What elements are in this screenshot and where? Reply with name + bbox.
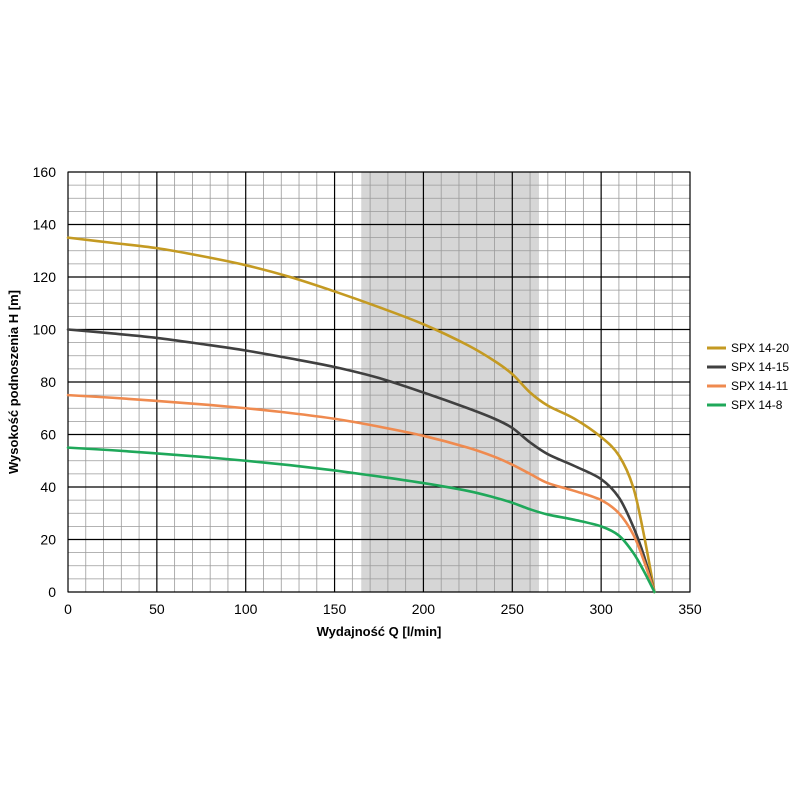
legend-label-spx-14-20: SPX 14-20 <box>731 341 789 355</box>
x-tick-label: 200 <box>412 601 436 617</box>
y-axis-tick-labels: 0 20 40 60 80 100 120 140 160 <box>33 164 57 600</box>
x-tick-label: 150 <box>323 601 347 617</box>
legend-label-spx-14-15: SPX 14-15 <box>731 360 789 374</box>
legend-label-spx-14-8: SPX 14-8 <box>731 398 783 412</box>
y-tick-label: 0 <box>48 584 56 600</box>
x-tick-label: 100 <box>234 601 258 617</box>
series-line-spx-14-8 <box>66 446 656 594</box>
x-tick-label: 300 <box>589 601 613 617</box>
x-tick-label: 350 <box>678 601 702 617</box>
y-tick-label: 140 <box>33 217 57 233</box>
y-tick-label: 120 <box>33 269 57 285</box>
x-tick-label: 50 <box>149 601 165 617</box>
x-tick-label: 250 <box>501 601 525 617</box>
x-axis-title: Wydajność Q [l/min] <box>317 624 442 639</box>
y-tick-label: 40 <box>40 479 56 495</box>
y-tick-label: 100 <box>33 322 57 338</box>
series-line-spx-14-15 <box>66 328 656 594</box>
y-tick-label: 160 <box>33 164 57 180</box>
series-lines <box>66 236 656 594</box>
x-axis-tick-labels: 0 50 100 150 200 250 300 350 <box>64 601 702 617</box>
plot-area-frame <box>67 171 691 593</box>
series-line-spx-14-11 <box>66 393 656 594</box>
y-tick-label: 20 <box>40 532 56 548</box>
x-tick-label: 0 <box>64 601 72 617</box>
y-tick-label: 60 <box>40 427 56 443</box>
y-axis-title: Wysokość podnoszenia H [m] <box>6 290 21 474</box>
legend: SPX 14-20 SPX 14-15 SPX 14-11 SPX 14-8 <box>707 341 789 412</box>
series-line-spx-14-20 <box>66 236 656 594</box>
y-tick-label: 80 <box>40 374 56 390</box>
legend-label-spx-14-11: SPX 14-11 <box>731 379 788 393</box>
